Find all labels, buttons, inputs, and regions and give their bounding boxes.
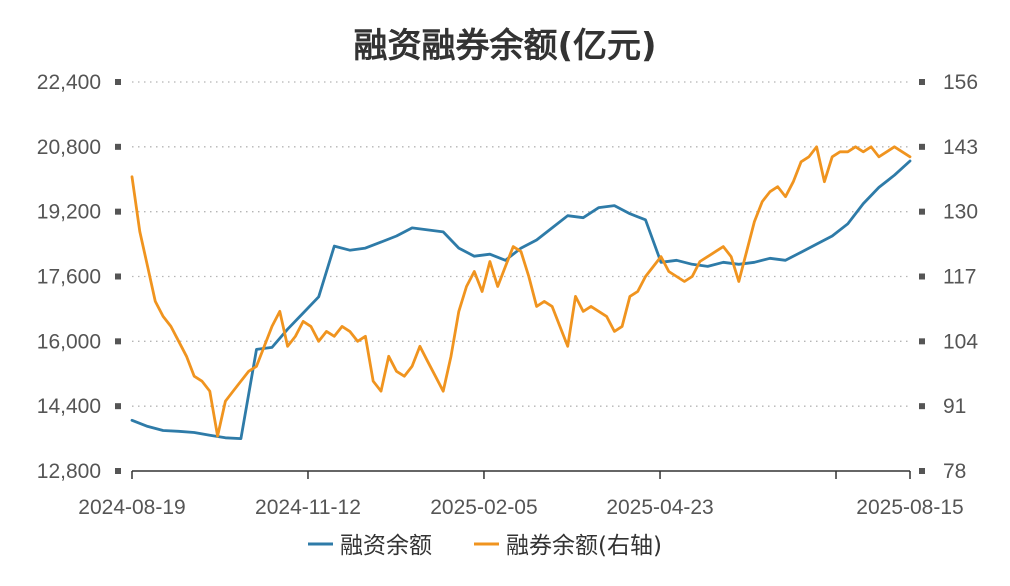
- left-axis: 12,800 14,400 16,000 17,600 19,200 20,800 22,4…: [37, 71, 121, 483]
- left-tick-mark: [115, 403, 121, 410]
- series-line-financing: [130, 159, 912, 441]
- right-tick-label: 117: [943, 266, 976, 289]
- right-axis: 78 91 104 117 130 143 156: [919, 71, 978, 483]
- legend[interactable]: 融资余额 融券余额(右轴): [308, 533, 662, 559]
- right-tick-mark: [919, 338, 925, 345]
- left-tick-mark: [115, 143, 121, 150]
- right-tick-label: 143: [943, 136, 978, 159]
- right-tick-label: 78: [943, 460, 966, 483]
- left-tick-mark: [115, 468, 121, 474]
- right-tick-mark: [919, 468, 925, 474]
- left-tick-label: 17,600: [37, 266, 101, 289]
- x-tick-label: 2025-04-23: [606, 496, 713, 519]
- left-tick-mark: [115, 208, 121, 215]
- right-tick-mark: [919, 208, 925, 215]
- left-tick-label: 22,400: [37, 71, 101, 94]
- right-tick-mark: [919, 273, 925, 280]
- right-tick-label: 104: [943, 330, 978, 353]
- right-tick-mark: [919, 143, 925, 150]
- left-tick-label: 19,200: [37, 201, 101, 224]
- left-tick-mark: [115, 79, 121, 85]
- x-tick-label: 2025-02-05: [430, 496, 537, 519]
- right-tick-label: 156: [943, 71, 978, 94]
- right-tick-mark: [919, 403, 925, 410]
- right-tick-label: 130: [943, 201, 978, 224]
- series-line-short-selling: [130, 145, 912, 438]
- right-tick-mark: [919, 79, 925, 85]
- left-tick-label: 12,800: [37, 460, 101, 483]
- left-tick-mark: [115, 273, 121, 280]
- left-tick-label: 14,400: [37, 395, 101, 418]
- legend-label-financing: 融资余额: [340, 533, 432, 559]
- chart-title: 融资融券余额(亿元): [353, 26, 656, 66]
- x-tick-label: 2025-08-15: [856, 496, 963, 519]
- legend-label-short-selling: 融券余额(右轴): [506, 533, 662, 559]
- right-tick-label: 91: [943, 395, 966, 418]
- x-tick-label: 2024-08-19: [78, 496, 185, 519]
- series-layer: [130, 145, 912, 441]
- left-tick-mark: [115, 338, 121, 345]
- grid-lines: [132, 81, 910, 407]
- x-tick-label: 2024-11-12: [255, 496, 361, 519]
- left-tick-label: 20,800: [37, 136, 101, 159]
- x-axis: 2024-08-19 2024-11-12 2025-02-05 2025-04-23…: [78, 470, 964, 519]
- left-tick-label: 16,000: [37, 330, 101, 353]
